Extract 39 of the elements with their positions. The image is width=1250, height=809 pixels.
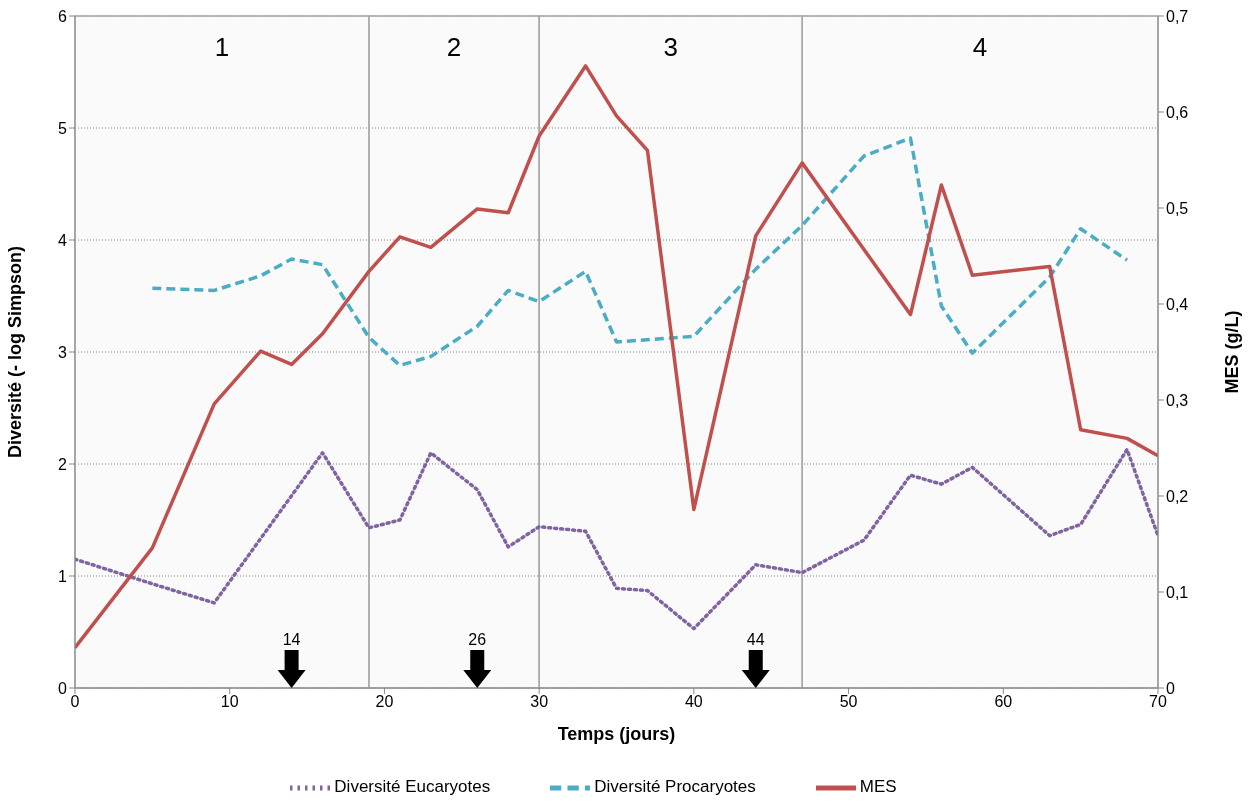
x-tick-label: 50 [839,693,858,711]
y2-tick-label: 0,1 [1166,583,1189,601]
y-tick-label: 2 [58,455,68,473]
y2-tick-label: 0 [1166,679,1175,697]
y2-tick-label: 0,4 [1166,295,1189,313]
y-axis-title: Diversité (- log Simpson) [5,245,26,459]
y2-tick-label: 0,3 [1166,391,1189,409]
y-tick-label: 1 [58,567,68,585]
annotation: 44 [746,631,765,648]
legend-label: Diversité Eucaryotes [334,777,491,797]
y-tick-label: 4 [58,231,68,249]
legend-label: MES [859,777,897,797]
x-tick-label: 40 [684,693,703,711]
y2-tick-label: 0,6 [1166,103,1189,121]
x-tick-label: 10 [220,693,239,711]
band-label: 1 [214,32,230,63]
y2-axis-title: MES (g/L) [1222,310,1243,394]
y-tick-label: 3 [58,343,68,361]
y-tick-label: 5 [58,119,68,137]
band-label: 4 [972,32,988,63]
line-series [75,447,1158,631]
legend-label: Diversité Procaryotes [594,777,756,797]
y2-tick-label: 0,5 [1166,199,1189,217]
x-tick-label: 30 [530,693,549,711]
band-label: 3 [663,32,678,63]
x-tick-label: 60 [994,693,1013,711]
y-tick-label: 6 [58,7,68,25]
line-series [150,136,1129,368]
y2-tick-label: 0,7 [1166,7,1189,25]
band-label: 2 [446,32,462,63]
annotation: 14 [282,631,301,648]
x-tick-label: 20 [375,693,394,711]
x-tick-label: 0 [70,693,80,711]
line-series [75,64,1158,650]
y2-tick-label: 0,2 [1166,487,1189,505]
annotation: 26 [468,631,487,648]
y-tick-label: 0 [58,679,68,697]
x-tick-label: 70 [1149,693,1167,711]
x-axis-title: Temps (jours) [557,724,676,744]
